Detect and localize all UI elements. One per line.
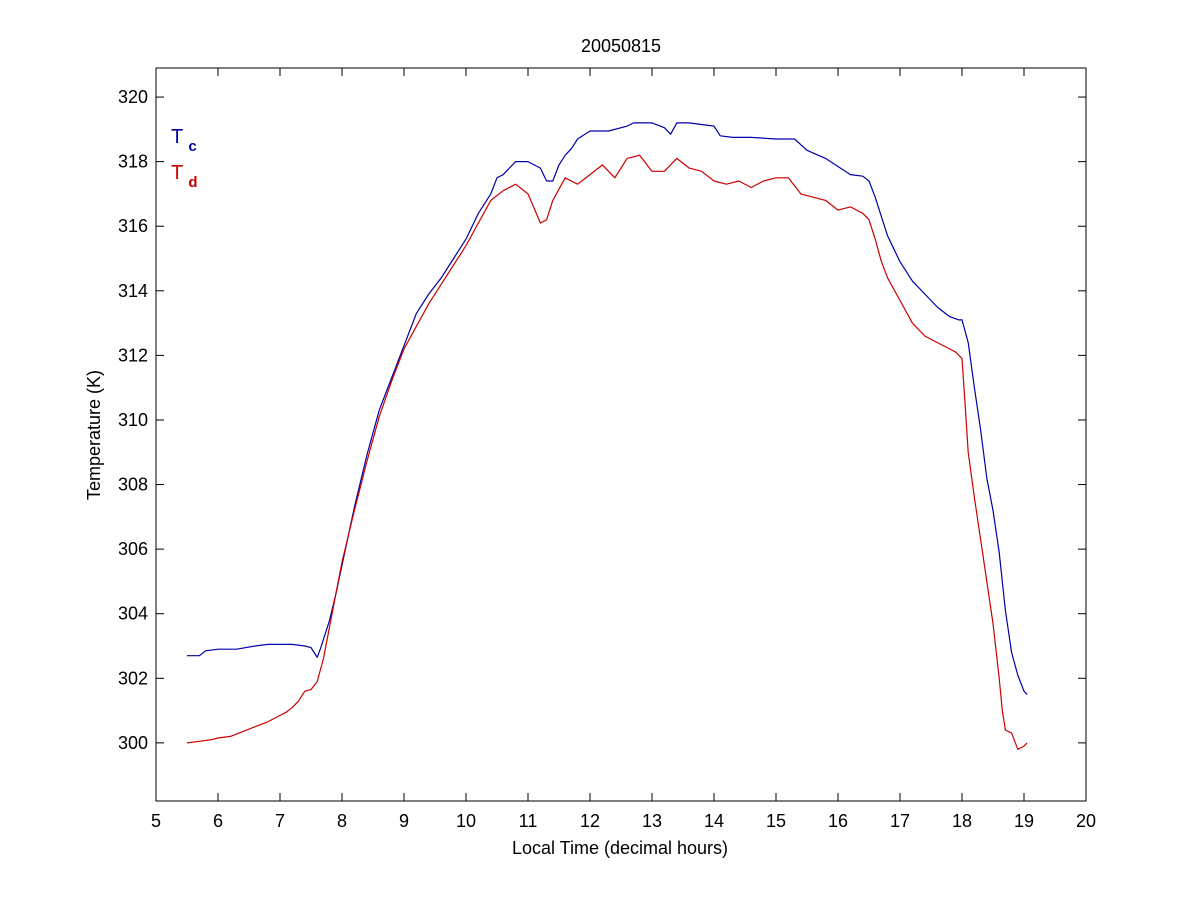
x-tick-label: 18	[952, 811, 972, 831]
x-tick-label: 7	[275, 811, 285, 831]
x-axis-ticks: 5 6 7 8 9 10 11 12 13 14 15 16 17 18 19 20	[151, 68, 1096, 831]
series-layer	[186, 122, 1028, 750]
y-tick-label: 316	[118, 216, 148, 236]
legend-entry-tc-main: T	[171, 126, 183, 148]
y-axis-label: Temperature (K)	[84, 370, 104, 500]
x-tick-label: 6	[213, 811, 223, 831]
plot-area	[155, 67, 1087, 802]
legend-entry-tc: T c	[171, 126, 197, 155]
x-tick-label: 13	[642, 811, 662, 831]
x-tick-label: 20	[1076, 811, 1096, 831]
x-tick-label: 10	[456, 811, 476, 831]
chart-title: 20050815	[581, 36, 661, 56]
y-tick-label: 302	[118, 668, 148, 688]
legend-entry-tc-sub: c	[188, 138, 196, 155]
x-tick-label: 17	[890, 811, 910, 831]
x-tick-label: 14	[704, 811, 724, 831]
y-tick-label: 308	[118, 475, 148, 495]
x-tick-label: 15	[766, 811, 786, 831]
y-tick-label: 304	[118, 604, 148, 624]
y-tick-label: 320	[118, 87, 148, 107]
y-axis-ticks: 300 302 304 306 308 310 312 314 316 318 320	[118, 87, 1086, 753]
x-tick-label: 12	[580, 811, 600, 831]
y-tick-label: 310	[118, 410, 148, 430]
x-axis-label: Local Time (decimal hours)	[512, 838, 728, 858]
x-tick-label: 9	[399, 811, 409, 831]
y-tick-label: 314	[118, 281, 148, 301]
legend: T c T d	[171, 126, 198, 191]
y-tick-label: 300	[118, 733, 148, 753]
legend-entry-td-main: T	[171, 162, 183, 184]
x-tick-label: 8	[337, 811, 347, 831]
y-tick-label: 312	[118, 345, 148, 365]
x-tick-label: 16	[828, 811, 848, 831]
legend-entry-td-sub: d	[188, 174, 197, 191]
x-tick-label: 5	[151, 811, 161, 831]
x-tick-label: 11	[519, 811, 538, 831]
x-tick-label: 19	[1014, 811, 1034, 831]
series-line-tc	[187, 122, 1028, 695]
legend-entry-td: T d	[171, 162, 198, 191]
series-line-td	[186, 154, 1028, 750]
y-tick-label: 318	[118, 152, 148, 172]
y-tick-label: 306	[118, 539, 148, 559]
